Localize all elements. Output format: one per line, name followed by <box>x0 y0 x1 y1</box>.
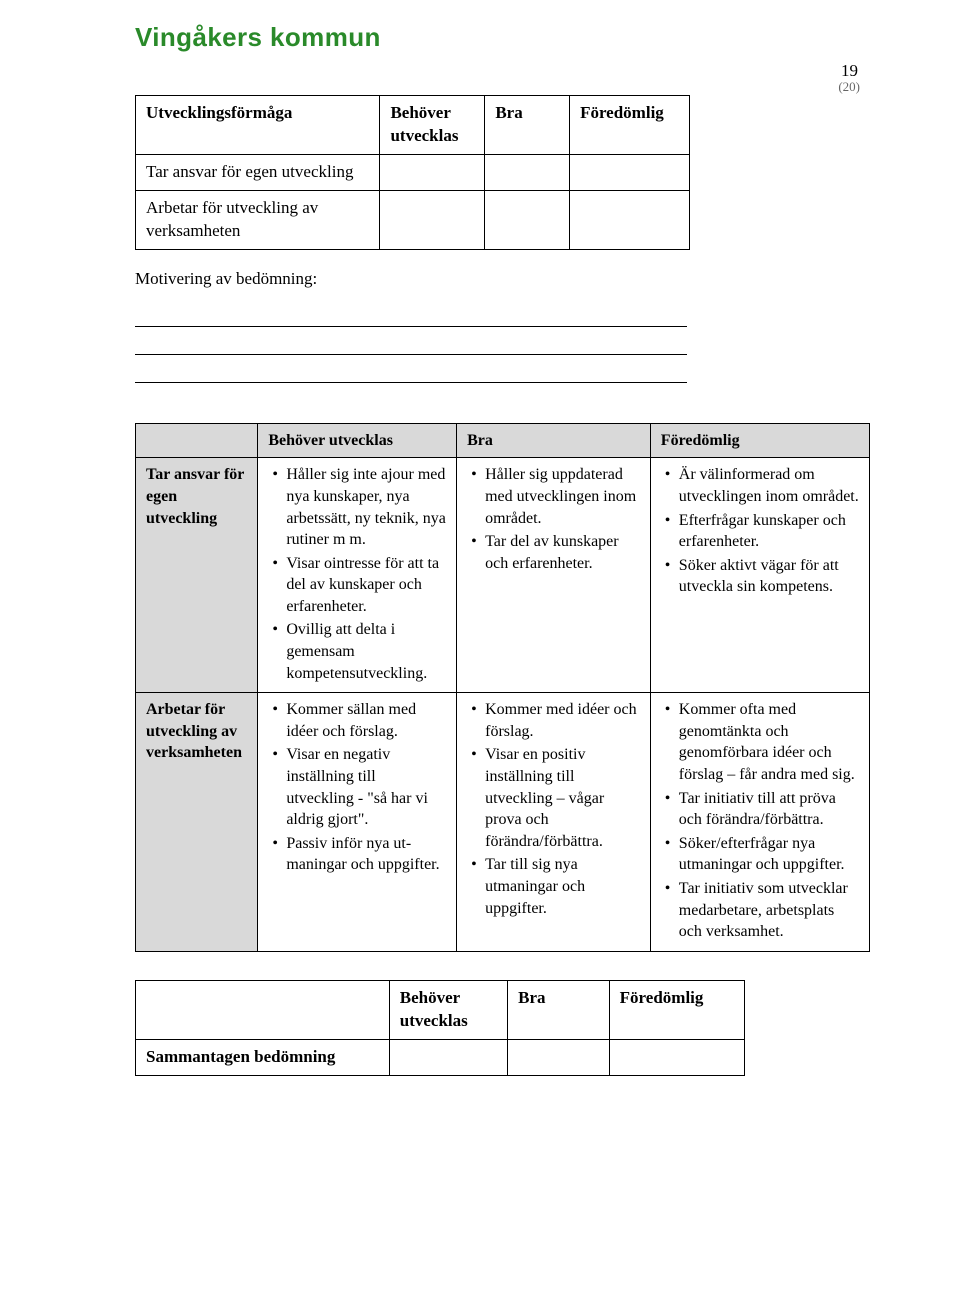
t2-row0-label: Tar ansvar för egen utveckling <box>136 458 258 693</box>
t1-header-2: Bra <box>485 96 570 155</box>
t1-row1-col3 <box>570 190 690 249</box>
t2-header-0 <box>136 423 258 458</box>
t2-header-2: Bra <box>457 423 651 458</box>
t3-row-label: Sammantagen bedömning <box>136 1039 390 1075</box>
bullet-list: Är välinformerad om utvecklingen inom om… <box>661 464 859 598</box>
t1-row0-col1 <box>380 154 485 190</box>
motivering-label: Motivering av bedömning: <box>135 268 870 291</box>
blank-line <box>135 355 687 383</box>
table-rubric: Behöver utvecklas Bra Föredömlig Tar ans… <box>135 423 870 952</box>
bullet-item: Håller sig uppdaterad med utvecklingen i… <box>467 464 640 529</box>
org-header: Vingåkers kommun <box>135 20 870 55</box>
t1-header-1: Behöver utvecklas <box>380 96 485 155</box>
t1-header-0: Utvecklingsförmåga <box>136 96 380 155</box>
t2-row1-label: Arbetar för utveckling av verksamheten <box>136 693 258 952</box>
bullet-list: Håller sig inte ajour med nya kunskaper,… <box>268 464 446 684</box>
t1-row0-label: Tar ansvar för egen utveckling <box>136 154 380 190</box>
table-row: Arbetar för utveckling av verksamhetenKo… <box>136 693 870 952</box>
t1-header-3: Föredömlig <box>570 96 690 155</box>
bullet-item: Passiv inför nya ut-maningar och uppgift… <box>268 833 446 876</box>
t2-row0-col0: Håller sig inte ajour med nya kunskaper,… <box>258 458 457 693</box>
t1-row1-col2 <box>485 190 570 249</box>
bullet-item: Söker/efterfrågar nya utmaningar och upp… <box>661 833 859 876</box>
bullet-item: Håller sig inte ajour med nya kunskaper,… <box>268 464 446 550</box>
t2-row0-col2: Är välinformerad om utvecklingen inom om… <box>650 458 869 693</box>
table-sammantagen: Behöver utvecklas Bra Föredömlig Sammant… <box>135 980 745 1076</box>
t3-header-0 <box>136 980 390 1039</box>
blank-line <box>135 327 687 355</box>
document-page: 19 (20) Vingåkers kommun Utvecklingsförm… <box>0 0 960 1311</box>
bullet-item: Tar del av kunskaper och erfarenheter. <box>467 531 640 574</box>
bullet-item: Tar initiativ som utvecklar medarbetare,… <box>661 878 859 943</box>
bullet-list: Håller sig uppdaterad med utvecklingen i… <box>467 464 640 574</box>
table-row: Tar ansvar för egen utveckling <box>136 154 690 190</box>
t2-row0-col1: Håller sig uppdaterad med utvecklingen i… <box>457 458 651 693</box>
t2-row1-col1: Kommer med idéer och förslag.Visar en po… <box>457 693 651 952</box>
bullet-list: Kommer med idéer och förslag.Visar en po… <box>467 699 640 919</box>
t1-row0-col2 <box>485 154 570 190</box>
blank-response-lines <box>135 299 870 383</box>
t2-row1-col2: Kommer ofta med genomtänkta och genomför… <box>650 693 869 952</box>
table-row: Sammantagen bedömning <box>136 1039 745 1075</box>
t3-row-col3 <box>609 1039 744 1075</box>
t2-row1-col0: Kommer sällan med idéer och förslag.Visa… <box>258 693 457 952</box>
bullet-item: Kommer ofta med genomtänkta och genomför… <box>661 699 859 785</box>
table-row: Tar ansvar för egen utvecklingHåller sig… <box>136 458 870 693</box>
t1-row1-label: Arbetar för utveckling av verksamheten <box>136 190 380 249</box>
bullet-item: Kommer sällan med idéer och förslag. <box>268 699 446 742</box>
table-row: Arbetar för utveckling av verksamheten <box>136 190 690 249</box>
bullet-item: Visar en positiv inställning till utveck… <box>467 744 640 852</box>
page-subnum: (20) <box>838 78 860 96</box>
blank-line <box>135 299 687 327</box>
t1-row1-col1 <box>380 190 485 249</box>
bullet-item: Visar ointresse för att ta del av kunska… <box>268 553 446 618</box>
t2-header-1: Behöver utvecklas <box>258 423 457 458</box>
bullet-item: Kommer med idéer och förslag. <box>467 699 640 742</box>
t3-row-col2 <box>508 1039 610 1075</box>
bullet-item: Visar en negativ inställning till utveck… <box>268 744 446 830</box>
t3-header-2: Bra <box>508 980 610 1039</box>
t1-row0-col3 <box>570 154 690 190</box>
t3-row-col1 <box>389 1039 507 1075</box>
bullet-list: Kommer ofta med genomtänkta och genomför… <box>661 699 859 943</box>
bullet-list: Kommer sällan med idéer och förslag.Visa… <box>268 699 446 876</box>
t2-header-3: Föredömlig <box>650 423 869 458</box>
t3-header-3: Föredömlig <box>609 980 744 1039</box>
bullet-item: Tar till sig nya utmaningar och uppgifte… <box>467 854 640 919</box>
bullet-item: Efterfrågar kunskaper och erfarenheter. <box>661 510 859 553</box>
bullet-item: Söker aktivt vägar för att utveckla sin … <box>661 555 859 598</box>
bullet-item: Är välinformerad om utvecklingen inom om… <box>661 464 859 507</box>
bullet-item: Tar initiativ till att pröva och förändr… <box>661 788 859 831</box>
bullet-item: Ovillig att delta i gemensam kompetensut… <box>268 619 446 684</box>
table-utvecklingsformaga: Utvecklingsförmåga Behöver utvecklas Bra… <box>135 95 690 250</box>
t3-header-1: Behöver utvecklas <box>389 980 507 1039</box>
